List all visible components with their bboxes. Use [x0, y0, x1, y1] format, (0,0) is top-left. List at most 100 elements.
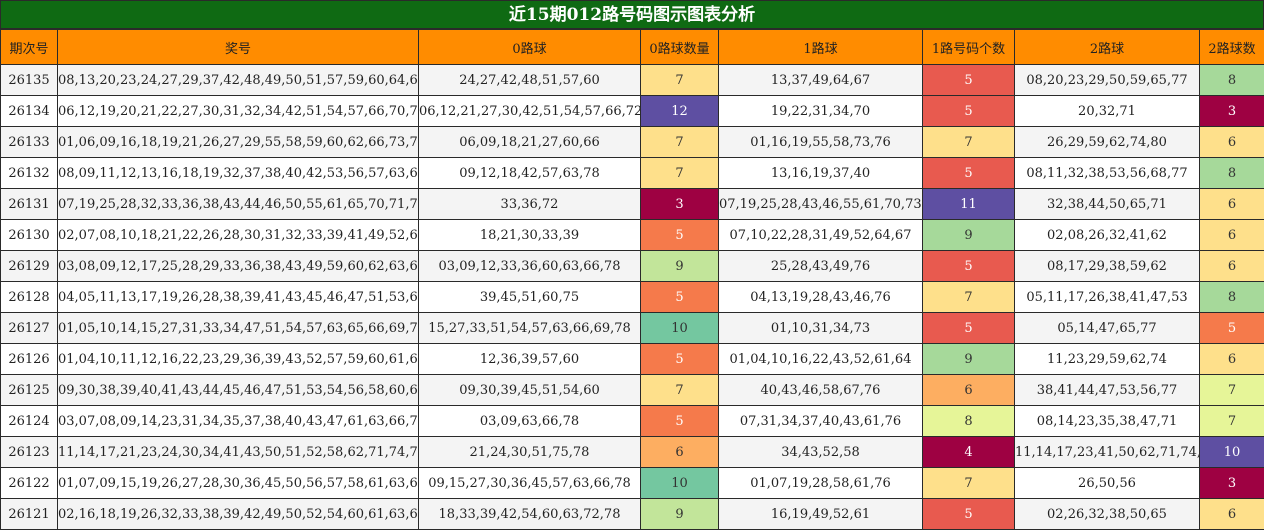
numbers-cell: 11,14,17,21,23,24,30,34,41,43,50,51,52,5… [58, 437, 419, 468]
route0-cell: 24,27,42,48,51,57,60 [419, 65, 641, 96]
route2-cell: 11,23,29,59,62,74 [1015, 344, 1200, 375]
route0-cell: 03,09,12,33,36,60,63,66,78 [419, 251, 641, 282]
route1-count-cell: 6 [923, 375, 1015, 406]
route1-cell: 01,16,19,55,58,73,76 [719, 127, 923, 158]
numbers-cell: 07,19,25,28,32,33,36,38,43,44,46,50,55,6… [58, 189, 419, 220]
route0-cell: 03,09,63,66,78 [419, 406, 641, 437]
route0-count-cell: 5 [641, 406, 719, 437]
issue-cell: 26122 [1, 468, 58, 499]
route0-count-cell: 9 [641, 251, 719, 282]
route0-cell: 12,36,39,57,60 [419, 344, 641, 375]
route2-cell: 08,20,23,29,50,59,65,77 [1015, 65, 1200, 96]
route1-count-cell: 11 [923, 189, 1015, 220]
issue-cell: 26125 [1, 375, 58, 406]
route2-cell: 26,50,56 [1015, 468, 1200, 499]
issue-cell: 26131 [1, 189, 58, 220]
route2-cell: 32,38,44,50,65,71 [1015, 189, 1200, 220]
route2-cell: 08,17,29,38,59,62 [1015, 251, 1200, 282]
route2-count-cell: 8 [1200, 282, 1264, 313]
numbers-cell: 04,05,11,13,17,19,26,28,38,39,41,43,45,4… [58, 282, 419, 313]
route1-cell: 04,13,19,28,43,46,76 [719, 282, 923, 313]
route0-count-cell: 7 [641, 158, 719, 189]
route1-cell: 07,19,25,28,43,46,55,61,70,73,79 [719, 189, 923, 220]
numbers-cell: 08,13,20,23,24,27,29,37,42,48,49,50,51,5… [58, 65, 419, 96]
header-route0-count: 0路球数量 [641, 30, 719, 65]
route0-cell: 09,15,27,30,36,45,57,63,66,78 [419, 468, 641, 499]
route0-cell: 33,36,72 [419, 189, 641, 220]
route2-count-cell: 3 [1200, 468, 1264, 499]
route1-count-cell: 5 [923, 65, 1015, 96]
route1-count-cell: 7 [923, 468, 1015, 499]
route1-cell: 13,37,49,64,67 [719, 65, 923, 96]
route1-cell: 01,10,31,34,73 [719, 313, 923, 344]
numbers-cell: 03,07,08,09,14,23,31,34,35,37,38,40,43,4… [58, 406, 419, 437]
route1-cell: 34,43,52,58 [719, 437, 923, 468]
route1-cell: 13,16,19,37,40 [719, 158, 923, 189]
numbers-cell: 02,07,08,10,18,21,22,26,28,30,31,32,33,3… [58, 220, 419, 251]
numbers-cell: 08,09,11,12,13,16,18,19,32,37,38,40,42,5… [58, 158, 419, 189]
route2-count-cell: 6 [1200, 189, 1264, 220]
issue-cell: 26134 [1, 96, 58, 127]
numbers-cell: 01,07,09,15,19,26,27,28,30,36,45,50,56,5… [58, 468, 419, 499]
route0-count-cell: 12 [641, 96, 719, 127]
route2-cell: 05,11,17,26,38,41,47,53 [1015, 282, 1200, 313]
route2-count-cell: 6 [1200, 251, 1264, 282]
route1-cell: 01,04,10,16,22,43,52,61,64 [719, 344, 923, 375]
route0-count-cell: 5 [641, 282, 719, 313]
route0-cell: 06,09,18,21,27,60,66 [419, 127, 641, 158]
issue-cell: 26124 [1, 406, 58, 437]
route2-cell: 02,26,32,38,50,65 [1015, 499, 1200, 530]
route2-count-cell: 6 [1200, 220, 1264, 251]
issue-cell: 26129 [1, 251, 58, 282]
route2-count-cell: 6 [1200, 344, 1264, 375]
issue-cell: 26130 [1, 220, 58, 251]
numbers-cell: 01,04,10,11,12,16,22,23,29,36,39,43,52,5… [58, 344, 419, 375]
route0-count-cell: 9 [641, 499, 719, 530]
issue-cell: 26133 [1, 127, 58, 158]
route1-count-cell: 5 [923, 96, 1015, 127]
route2-count-cell: 8 [1200, 65, 1264, 96]
page-title: 近15期012路号码图示图表分析 [0, 0, 1264, 29]
issue-cell: 26135 [1, 65, 58, 96]
route1-count-cell: 5 [923, 313, 1015, 344]
route1-count-cell: 5 [923, 251, 1015, 282]
route0-cell: 18,21,30,33,39 [419, 220, 641, 251]
header-route2-count: 2路球数 [1200, 30, 1264, 65]
route0-count-cell: 5 [641, 344, 719, 375]
route0-cell: 39,45,51,60,75 [419, 282, 641, 313]
route2-cell: 05,14,47,65,77 [1015, 313, 1200, 344]
route1-cell: 40,43,46,58,67,76 [719, 375, 923, 406]
route2-cell: 26,29,59,62,74,80 [1015, 127, 1200, 158]
issue-cell: 26123 [1, 437, 58, 468]
header-row: 期次号 奖号 0路球 0路球数量 1路球 1路号码个数 2路球 2路球数 [1, 30, 1264, 65]
numbers-cell: 03,08,09,12,17,25,28,29,33,36,38,43,49,5… [58, 251, 419, 282]
route2-cell: 20,32,71 [1015, 96, 1200, 127]
route0-count-cell: 7 [641, 127, 719, 158]
route2-cell: 02,08,26,32,41,62 [1015, 220, 1200, 251]
route0-cell: 21,24,30,51,75,78 [419, 437, 641, 468]
route2-count-cell: 10 [1200, 437, 1264, 468]
issue-cell: 26128 [1, 282, 58, 313]
header-route2: 2路球 [1015, 30, 1200, 65]
route1-count-cell: 8 [923, 406, 1015, 437]
route0-count-cell: 6 [641, 437, 719, 468]
route1-count-cell: 7 [923, 127, 1015, 158]
route0-cell: 15,27,33,51,54,57,63,66,69,78 [419, 313, 641, 344]
route2-count-cell: 5 [1200, 313, 1264, 344]
route2-count-cell: 7 [1200, 375, 1264, 406]
